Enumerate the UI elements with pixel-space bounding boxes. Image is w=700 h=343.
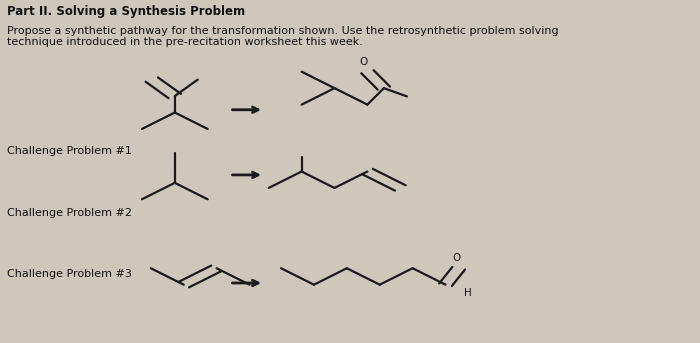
Text: O: O bbox=[452, 253, 461, 263]
Text: Challenge Problem #1: Challenge Problem #1 bbox=[7, 146, 132, 156]
Text: H: H bbox=[463, 288, 471, 298]
Text: Challenge Problem #2: Challenge Problem #2 bbox=[7, 208, 132, 217]
Text: Challenge Problem #3: Challenge Problem #3 bbox=[7, 269, 132, 279]
Text: Part II. Solving a Synthesis Problem: Part II. Solving a Synthesis Problem bbox=[7, 5, 245, 18]
Text: O: O bbox=[360, 57, 368, 67]
Text: Propose a synthetic pathway for the transformation shown. Use the retrosynthetic: Propose a synthetic pathway for the tran… bbox=[7, 26, 559, 47]
